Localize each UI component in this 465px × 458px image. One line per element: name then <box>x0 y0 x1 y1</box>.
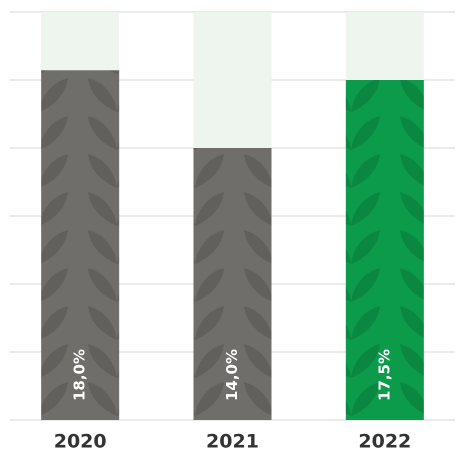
bar-texture <box>193 148 272 420</box>
value-label: 18,0% <box>71 349 89 401</box>
bar-texture <box>41 70 120 421</box>
bar-texture <box>345 80 424 420</box>
value-label: 14,0% <box>223 349 241 401</box>
x-tick-label: 2021 <box>206 431 259 453</box>
x-tick-label: 2022 <box>358 431 411 453</box>
x-tick-label: 2020 <box>54 431 107 453</box>
value-label: 17,5% <box>375 349 393 401</box>
